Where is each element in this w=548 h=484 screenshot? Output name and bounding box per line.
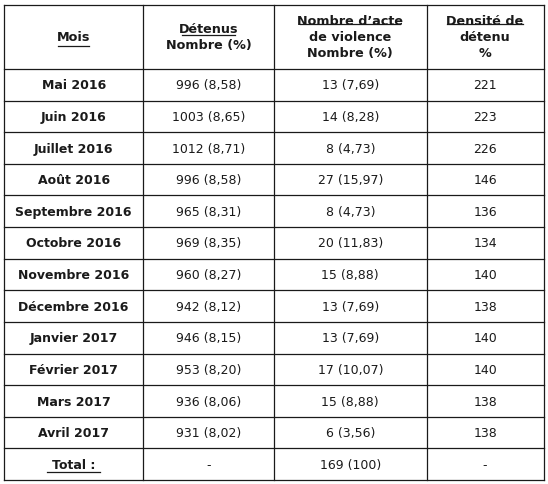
Text: Octobre 2016: Octobre 2016 <box>26 237 121 250</box>
Text: Septembre 2016: Septembre 2016 <box>15 205 132 218</box>
Text: 953 (8,20): 953 (8,20) <box>176 363 241 376</box>
Text: Mois: Mois <box>57 31 90 45</box>
Text: 221: 221 <box>473 79 497 92</box>
Text: 134: 134 <box>473 237 497 250</box>
Text: Mai 2016: Mai 2016 <box>42 79 106 92</box>
Text: 15 (8,88): 15 (8,88) <box>322 269 379 282</box>
Text: 936 (8,06): 936 (8,06) <box>176 395 241 408</box>
Text: Janvier 2017: Janvier 2017 <box>30 332 118 345</box>
Text: 136: 136 <box>473 205 497 218</box>
Text: 138: 138 <box>473 395 497 408</box>
Text: 13 (7,69): 13 (7,69) <box>322 332 379 345</box>
Text: 146: 146 <box>473 174 497 187</box>
Text: 223: 223 <box>473 111 497 124</box>
Text: 960 (8,27): 960 (8,27) <box>176 269 241 282</box>
Text: Densité de
détenu
%: Densité de détenu % <box>447 15 524 60</box>
Text: 169 (100): 169 (100) <box>319 458 381 471</box>
Text: 965 (8,31): 965 (8,31) <box>176 205 241 218</box>
Text: 27 (15,97): 27 (15,97) <box>318 174 383 187</box>
Text: 13 (7,69): 13 (7,69) <box>322 79 379 92</box>
Text: Juin 2016: Juin 2016 <box>41 111 106 124</box>
Text: 969 (8,35): 969 (8,35) <box>176 237 241 250</box>
Text: 1012 (8,71): 1012 (8,71) <box>172 142 245 155</box>
Text: Avril 2017: Avril 2017 <box>38 426 109 439</box>
Text: -: - <box>483 458 487 471</box>
Text: Nombre d’acte
de violence
Nombre (%): Nombre d’acte de violence Nombre (%) <box>298 15 403 60</box>
Text: 946 (8,15): 946 (8,15) <box>176 332 241 345</box>
Text: Juillet 2016: Juillet 2016 <box>34 142 113 155</box>
Text: 140: 140 <box>473 363 497 376</box>
Text: -: - <box>206 458 211 471</box>
Text: Total :: Total : <box>52 458 95 471</box>
Text: 226: 226 <box>473 142 497 155</box>
Text: 138: 138 <box>473 300 497 313</box>
Text: 942 (8,12): 942 (8,12) <box>176 300 241 313</box>
Text: 20 (11,83): 20 (11,83) <box>318 237 383 250</box>
Text: 996 (8,58): 996 (8,58) <box>176 79 241 92</box>
Text: Mars 2017: Mars 2017 <box>37 395 111 408</box>
Text: 996 (8,58): 996 (8,58) <box>176 174 241 187</box>
Text: 13 (7,69): 13 (7,69) <box>322 300 379 313</box>
Text: 17 (10,07): 17 (10,07) <box>317 363 383 376</box>
Text: Novembre 2016: Novembre 2016 <box>18 269 129 282</box>
Text: 6 (3,56): 6 (3,56) <box>326 426 375 439</box>
Text: Décembre 2016: Décembre 2016 <box>19 300 129 313</box>
Text: 931 (8,02): 931 (8,02) <box>176 426 241 439</box>
Text: 140: 140 <box>473 332 497 345</box>
Text: 140: 140 <box>473 269 497 282</box>
Text: 138: 138 <box>473 426 497 439</box>
Text: Février 2017: Février 2017 <box>29 363 118 376</box>
Text: Détenus
Nombre (%): Détenus Nombre (%) <box>165 23 252 52</box>
Text: Août 2016: Août 2016 <box>38 174 110 187</box>
Text: 15 (8,88): 15 (8,88) <box>322 395 379 408</box>
Text: 8 (4,73): 8 (4,73) <box>326 205 375 218</box>
Text: 8 (4,73): 8 (4,73) <box>326 142 375 155</box>
Text: 14 (8,28): 14 (8,28) <box>322 111 379 124</box>
Text: 1003 (8,65): 1003 (8,65) <box>172 111 245 124</box>
